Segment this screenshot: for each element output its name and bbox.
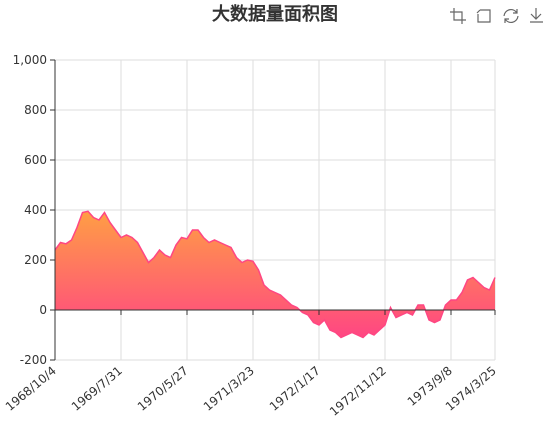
y-tick-label: 800 <box>24 103 47 117</box>
line <box>54 210 496 339</box>
y-tick-label: -200 <box>20 353 47 367</box>
x-tick-label: 1970/5/27 <box>135 364 191 414</box>
y-tick-label: 400 <box>24 203 47 217</box>
y-tick-label: 200 <box>24 253 47 267</box>
x-tick-label: 1972/11/12 <box>327 364 389 419</box>
y-tick-label: 600 <box>24 153 47 167</box>
x-tick-label: 1968/10/4 <box>3 364 59 414</box>
y-tick-label: 0 <box>39 303 47 317</box>
x-tick-label: 1969/7/31 <box>69 364 125 414</box>
zoom-button[interactable] <box>450 8 466 24</box>
area <box>55 211 495 338</box>
restore-button[interactable] <box>503 8 519 24</box>
x-tick-label: 1971/3/23 <box>201 364 257 414</box>
chart-title: 大数据量面积图 <box>212 3 338 25</box>
x-tick-label: 1972/1/17 <box>267 364 323 414</box>
toolbox <box>450 8 543 24</box>
y-tick-label: 1,000 <box>13 53 47 67</box>
zoom-reset-button[interactable] <box>476 9 491 23</box>
save-button[interactable] <box>530 8 543 23</box>
